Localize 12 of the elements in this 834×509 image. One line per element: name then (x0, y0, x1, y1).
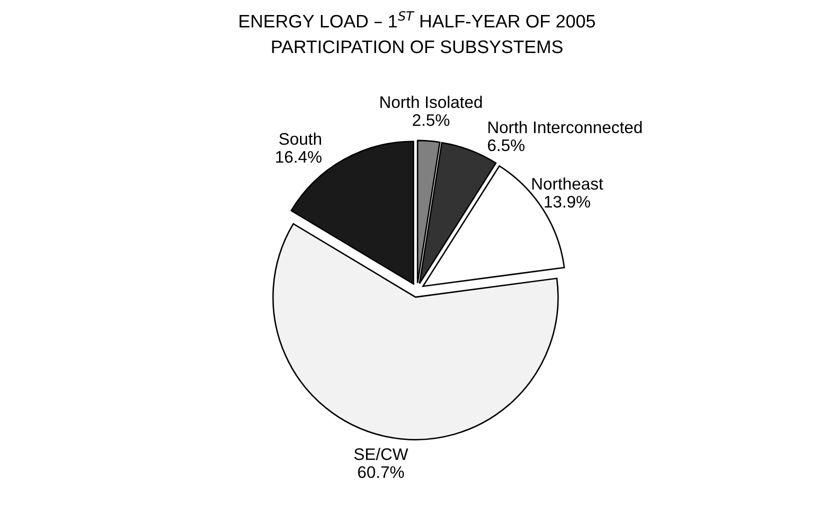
data-label: 2.5% (412, 114, 450, 126)
slice-label: Northeast (532, 177, 604, 190)
chart-title: ENERGY LOAD – 1$^{ST}$ HALF-YEAR OF 2005 (240, 11, 595, 28)
slice-label: South (279, 132, 322, 145)
data-label: 6.5% (488, 139, 524, 152)
slice-label: North Isolated (380, 96, 482, 108)
data-label: 16.4% (276, 151, 322, 163)
slice-label: SE/CW (354, 448, 408, 460)
slice-label: North Interconnected (488, 120, 642, 134)
data-label: 13.9% (544, 196, 590, 208)
chart-subtitle: PARTICIPATION OF SUBSYSTEMS (272, 40, 562, 54)
data-label: 60.7% (358, 466, 404, 478)
